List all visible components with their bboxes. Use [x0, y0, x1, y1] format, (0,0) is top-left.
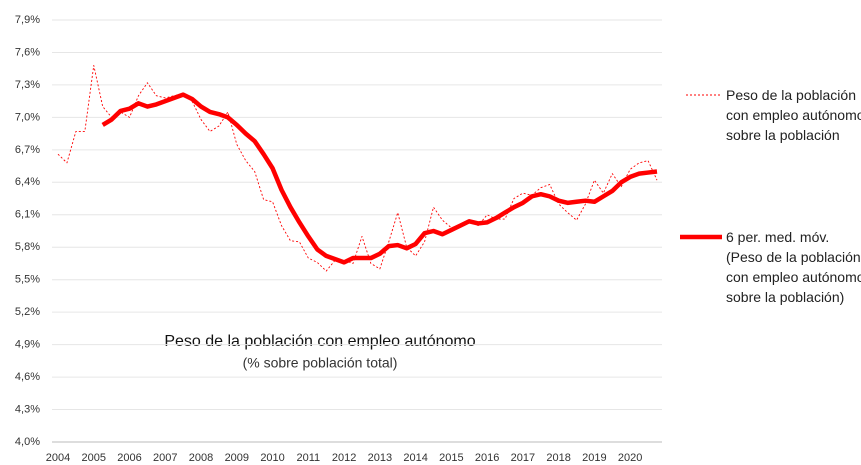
x-tick-label: 2012 — [332, 452, 356, 464]
x-tick-label: 2007 — [153, 452, 177, 464]
x-tick-label: 2016 — [475, 452, 499, 464]
y-tick-label: 4,6% — [15, 371, 40, 383]
x-tick-label: 2013 — [368, 452, 392, 464]
x-tick-label: 2014 — [403, 452, 427, 464]
x-tick-label: 2009 — [225, 452, 249, 464]
y-tick-label: 6,1% — [15, 209, 40, 221]
x-tick-label: 2015 — [439, 452, 463, 464]
x-tick-label: 2008 — [189, 452, 213, 464]
x-tick-label: 2019 — [582, 452, 606, 464]
annotation-subtitle: (% sobre población total) — [243, 355, 398, 371]
y-tick-label: 4,3% — [15, 403, 40, 415]
legend-label: Peso de la población con empleo autónomo… — [726, 87, 861, 143]
annotation: Peso de la población con empleo autónomo — [164, 333, 475, 350]
y-tick-label: 5,5% — [15, 274, 40, 286]
y-tick-label: 7,0% — [15, 111, 40, 123]
y-tick-label: 4,9% — [15, 339, 40, 351]
series-line — [101, 92, 658, 265]
x-tick-label: 2017 — [511, 452, 535, 464]
x-tick-label: 2005 — [82, 452, 106, 464]
x-tick-label: 2020 — [618, 452, 642, 464]
y-tick-label: 6,4% — [15, 176, 40, 188]
y-tick-label: 6,7% — [15, 144, 40, 156]
x-tick-label: 2006 — [117, 452, 141, 464]
x-tick-label: 2010 — [260, 452, 284, 464]
y-tick-label: 7,6% — [15, 46, 40, 58]
y-tick-label: 5,8% — [15, 241, 40, 253]
legend-label: 6 per. med. móv. (Peso de la población c… — [726, 229, 861, 305]
y-tick-label: 4,0% — [15, 436, 40, 448]
y-tick-label: 5,2% — [15, 306, 40, 318]
x-tick-label: 2018 — [546, 452, 570, 464]
y-tick-label: 7,9% — [15, 14, 40, 26]
series-line — [57, 64, 658, 272]
x-tick-label: 2004 — [46, 452, 70, 464]
y-tick-label: 7,3% — [15, 79, 40, 91]
x-tick-label: 2011 — [297, 452, 321, 464]
